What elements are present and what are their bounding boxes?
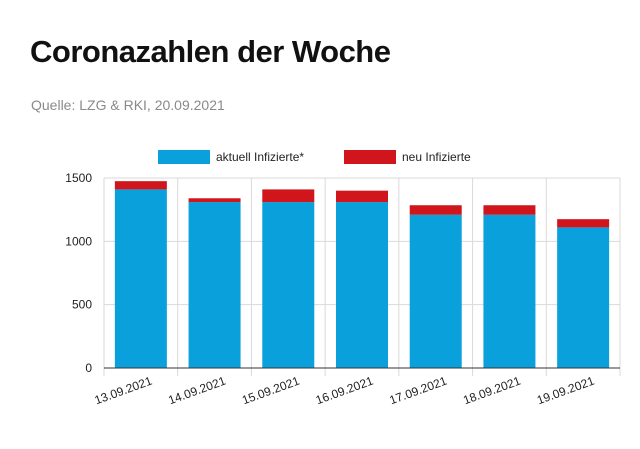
y-tick-label: 1000	[65, 234, 92, 248]
bar-neu-infizierte	[409, 205, 462, 215]
y-tick-label: 0	[85, 361, 92, 375]
legend-label: aktuell Infizierte*	[216, 150, 304, 164]
bar-aktuell-infizierte	[336, 202, 388, 368]
bar-aktuell-infizierte	[114, 189, 167, 368]
legend-swatch	[344, 150, 396, 164]
x-tick-label: 17.09.2021	[388, 374, 450, 408]
x-tick-label: 15.09.2021	[240, 374, 302, 408]
bar-aktuell-infizierte	[188, 202, 241, 368]
legend-label: neu Infizierte	[402, 150, 471, 164]
x-tick-label: 13.09.2021	[93, 374, 155, 408]
bar-neu-infizierte	[114, 181, 167, 190]
bar-layer	[114, 181, 610, 368]
bar-aktuell-infizierte	[409, 214, 462, 368]
bar-aktuell-infizierte	[483, 214, 536, 368]
x-tick-label: 18.09.2021	[461, 374, 523, 408]
legend: aktuell Infizierte* neu Infizierte	[158, 150, 471, 164]
bar-aktuell-infizierte	[262, 202, 315, 368]
y-tick-label: 500	[72, 298, 92, 312]
y-tick-label: 1500	[65, 171, 92, 185]
bar-aktuell-infizierte	[557, 227, 610, 368]
bar-neu-infizierte	[262, 189, 315, 203]
bar-neu-infizierte	[483, 205, 536, 215]
bar-neu-infizierte	[336, 190, 388, 203]
x-tick-label: 16.09.2021	[314, 374, 376, 408]
legend-swatch	[158, 150, 210, 164]
page-title: Coronazahlen der Woche	[30, 34, 391, 69]
bar-neu-infizierte	[188, 198, 241, 203]
source-note: Quelle: LZG & RKI, 20.09.2021	[31, 97, 225, 113]
x-tick-label: 19.09.2021	[535, 374, 597, 408]
x-tick-label: 14.09.2021	[166, 374, 228, 408]
bar-neu-infizierte	[557, 219, 610, 228]
